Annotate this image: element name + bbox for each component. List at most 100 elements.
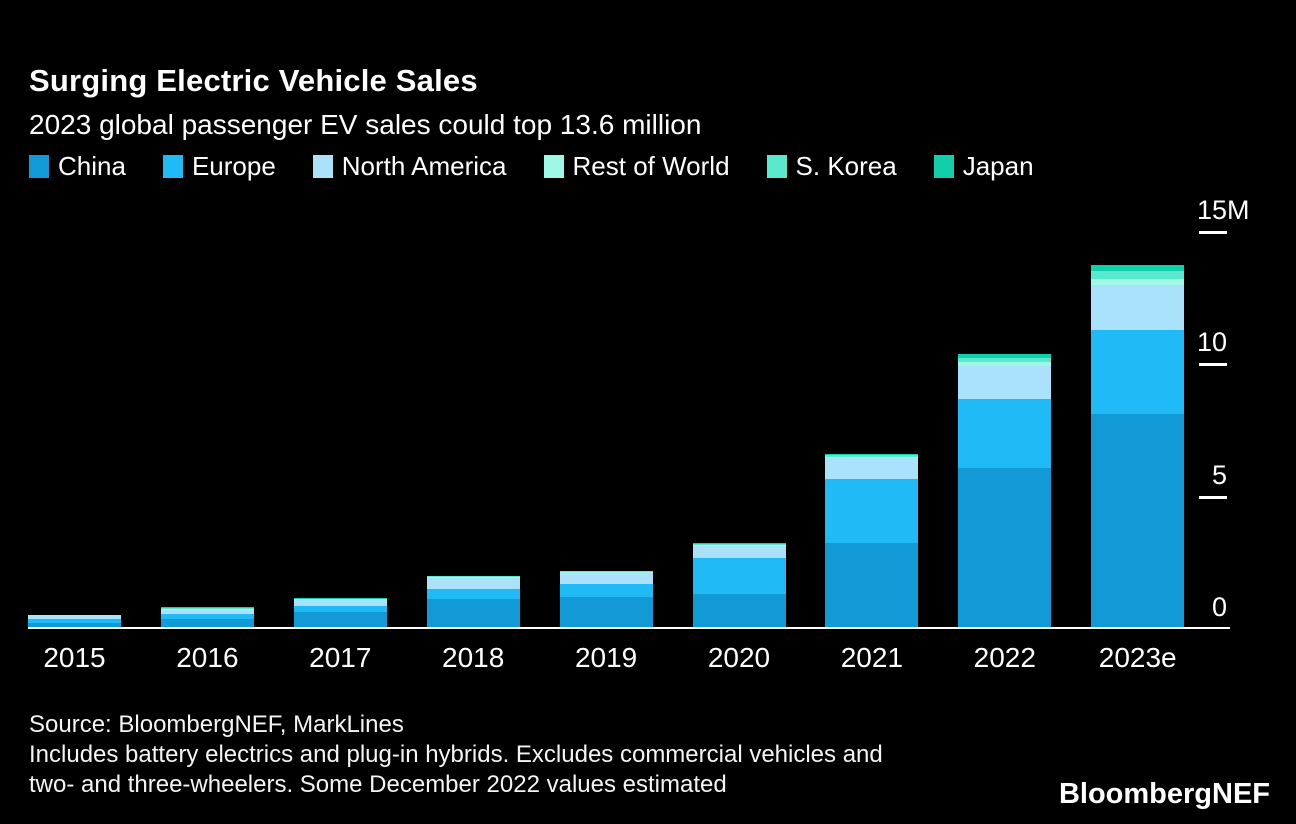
bar-2023e (1091, 265, 1185, 627)
bar-segment-japan (160, 607, 254, 609)
bar-segment-rest-of-world (160, 608, 254, 610)
legend-swatch-china (29, 155, 49, 178)
x-axis-label-2023e: 2023e (1098, 642, 1177, 673)
bar-segment-europe (1091, 330, 1185, 415)
bar-segment-s-korea (426, 576, 520, 578)
x-axis-label-2018: 2018 (442, 642, 505, 673)
bar-2017 (293, 598, 387, 627)
y-axis-label-15: 15 M (1196, 195, 1250, 226)
bar-segment-japan (692, 542, 786, 544)
bar-segment-s-korea (825, 455, 919, 458)
bar-segment-china (958, 467, 1052, 627)
bar-segment-europe (293, 605, 387, 613)
bar-segment-s-korea (958, 357, 1052, 363)
bar-segment-rest-of-world (426, 577, 520, 579)
bar-segment-north-america (958, 366, 1052, 400)
bar-segment-japan (426, 575, 520, 577)
bar-segment-rest-of-world (958, 362, 1052, 367)
legend-item-china: China (29, 151, 126, 182)
bar-segment-europe (28, 619, 121, 624)
y-axis-tick-15 (1199, 231, 1227, 235)
bar-segment-north-america (1091, 285, 1185, 331)
bar-2021 (825, 454, 919, 627)
bar-segment-europe (825, 479, 919, 544)
y-axis-unit: M (1227, 195, 1250, 226)
x-axis-label-2017: 2017 (309, 642, 372, 673)
bloombergnef-logo: BloombergNEF (1058, 778, 1270, 810)
legend-swatch-s-korea (766, 155, 787, 178)
bar-segment-north-america (160, 609, 254, 615)
bar-2016 (160, 607, 254, 627)
bar-segment-china (825, 543, 919, 627)
legend-item-north-america: North America (312, 151, 507, 182)
x-axis-label-2016: 2016 (176, 642, 239, 673)
bar-2020 (692, 542, 786, 627)
legend-swatch-japan (933, 155, 954, 178)
y-axis-label-0: 0 (1211, 592, 1227, 622)
x-axis-label-2019: 2019 (574, 642, 638, 673)
bar-segment-europe (958, 399, 1052, 468)
bar-segment-japan (559, 570, 653, 572)
x-axis-line (28, 627, 1230, 629)
source-note: Source: BloombergNEF, MarkLines Includes… (29, 710, 883, 800)
legend-label: S. Korea (795, 151, 897, 181)
source-line: Source: BloombergNEF, MarkLines (29, 711, 404, 738)
y-axis-tick-10 (1199, 363, 1227, 367)
legend-label: Europe (191, 151, 276, 181)
y-axis-tick-5 (1199, 495, 1227, 499)
legend-swatch-north-america (312, 155, 333, 178)
bar-segment-japan (293, 598, 387, 599)
legend-swatch-europe (162, 155, 183, 178)
legend-item-europe: Europe (162, 151, 276, 182)
bar-segment-china (160, 619, 254, 627)
legend: China Europe North America Rest of World S. … (29, 151, 1034, 182)
bar-segment-rest-of-world (559, 572, 653, 574)
bar-2018 (426, 575, 520, 627)
bar-segment-china (293, 612, 387, 627)
bar-segment-europe (692, 557, 786, 595)
bar-segment-rest-of-world (825, 457, 919, 459)
bar-segment-north-america (426, 578, 520, 590)
bar-segment-s-korea (692, 543, 786, 545)
bar-segment-china (426, 599, 520, 627)
bar-segment-rest-of-world (1091, 278, 1185, 286)
x-axis-label-2021: 2021 (840, 642, 904, 673)
bar-2019 (559, 570, 653, 627)
x-axis-label-2020: 2020 (707, 642, 771, 673)
bar-segment-north-america (559, 573, 653, 585)
bar-segment-north-america (28, 615, 121, 620)
bar-segment-north-america (825, 458, 919, 480)
bar-segment-rest-of-world (692, 545, 786, 547)
source-line: Includes battery electrics and plug-in h… (29, 741, 883, 768)
bar-segment-china (559, 596, 653, 627)
page-subtitle: 2023 global passenger EV sales could top… (29, 109, 702, 141)
bar-2022 (958, 353, 1052, 627)
legend-item-japan: Japan (933, 151, 1034, 182)
bar-segment-s-korea (559, 571, 653, 573)
page-title: Surging Electric Vehicle Sales (29, 62, 478, 98)
x-axis-label-2015: 2015 (43, 642, 106, 673)
bar-segment-china (1091, 414, 1185, 627)
bar-segment-europe (559, 584, 653, 597)
bar-segment-japan (1091, 265, 1185, 271)
bar-segment-china (692, 594, 786, 627)
legend-item-rest-of-world: Rest of World (543, 151, 730, 182)
legend-label: China (58, 151, 126, 181)
bar-segment-europe (426, 589, 520, 600)
x-axis-label-2022: 2022 (973, 642, 1036, 673)
legend-label: North America (341, 151, 507, 181)
y-axis-label-5: 5 (1211, 459, 1227, 490)
legend-label: Japan (962, 151, 1034, 181)
legend-swatch-rest-of-world (543, 155, 564, 178)
y-axis-label-10: 10 (1196, 327, 1227, 358)
bar-segment-north-america (293, 599, 387, 606)
bar-2015 (28, 615, 121, 627)
legend-label: Rest of World (572, 151, 730, 181)
legend-item-s-korea: S. Korea (766, 151, 897, 182)
bar-segment-japan (825, 454, 919, 456)
bar-segment-china (28, 623, 121, 627)
source-line: two- and three-wheelers. Some December 2… (29, 771, 727, 798)
bar-segment-japan (958, 353, 1052, 358)
bar-segment-north-america (692, 546, 786, 558)
